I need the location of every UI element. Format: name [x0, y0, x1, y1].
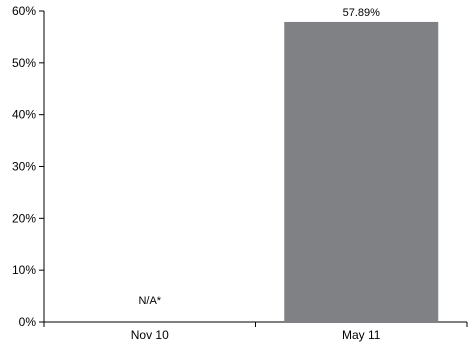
- y-tick-label: 0%: [19, 315, 37, 329]
- y-tick-label: 40%: [12, 108, 36, 122]
- x-tick-label: Nov 10: [131, 328, 169, 342]
- bar: [284, 21, 439, 323]
- y-tick-label: 30%: [12, 160, 36, 174]
- y-tick-label: 60%: [12, 4, 36, 18]
- bars: [284, 21, 439, 323]
- data-label: 57.89%: [343, 7, 381, 19]
- y-axis-ticks: 0% 10% 20% 30% 40% 50% 60%: [12, 4, 44, 329]
- y-tick-label: 50%: [12, 56, 36, 70]
- data-labels: N/A* 57.89%: [138, 7, 380, 307]
- data-label: N/A*: [138, 295, 161, 307]
- x-axis-ticks: Nov 10 May 11: [43, 322, 468, 342]
- y-tick-label: 20%: [12, 211, 36, 225]
- y-tick-label: 10%: [12, 263, 36, 277]
- x-tick-label: May 11: [342, 328, 381, 342]
